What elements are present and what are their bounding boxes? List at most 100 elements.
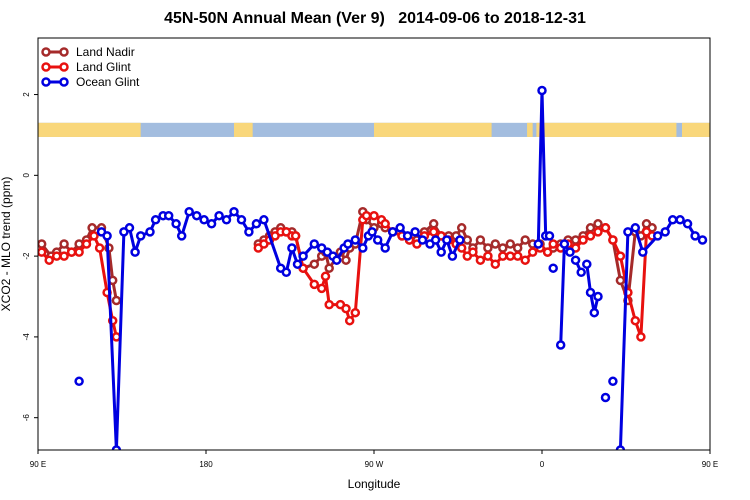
y-tick-label: 0 xyxy=(22,173,31,178)
land-glint-point xyxy=(456,243,467,253)
land-nadir-point xyxy=(428,219,439,229)
legend-label: Land Glint xyxy=(76,60,131,74)
ocean-glint-point xyxy=(544,231,555,241)
land-glint-point xyxy=(498,251,508,261)
land-nadir-point xyxy=(309,259,320,269)
y-tick-label: -2 xyxy=(22,252,31,260)
land-glint-point xyxy=(608,235,618,245)
series-ocean-glint xyxy=(74,85,708,450)
ocean-glint-point xyxy=(184,206,194,217)
land-glint-point xyxy=(344,315,355,326)
ocean-glint-point xyxy=(630,223,641,233)
legend-swatch-point xyxy=(41,77,51,87)
ocean-glint-point xyxy=(236,215,247,225)
land-glint-point xyxy=(578,235,588,245)
ocean-glint-point xyxy=(682,219,693,229)
ocean-glint-point xyxy=(623,227,633,237)
ocean-glint-point xyxy=(372,235,383,245)
ocean-glint-point xyxy=(570,255,581,265)
land-nadir-point xyxy=(74,239,84,249)
land-nadir-point xyxy=(475,235,486,245)
ocean-glint-point xyxy=(163,210,174,221)
land-glint-point xyxy=(66,247,77,257)
ocean-glint-point xyxy=(410,227,420,237)
land-glint-point xyxy=(290,231,301,241)
ocean-glint-line xyxy=(559,242,572,346)
land-band xyxy=(682,122,710,137)
land-nadir-point xyxy=(498,243,508,253)
land-glint-point xyxy=(636,332,646,342)
y-axis-title: XCO2 - MLO trend (ppm) xyxy=(0,177,13,312)
x-tick-label: 90 W xyxy=(365,460,384,469)
land-nadir-point xyxy=(87,223,97,233)
legend-swatch-point xyxy=(41,47,51,57)
legend-label: Land Nadir xyxy=(76,45,135,59)
legend-swatch-point xyxy=(41,62,51,72)
land-glint-point xyxy=(527,247,538,257)
ocean-glint-point xyxy=(309,239,320,249)
land-glint-point xyxy=(320,271,331,282)
ocean-glint-point xyxy=(221,215,232,225)
ocean-glint-point xyxy=(292,259,303,269)
ocean-glint-point xyxy=(145,227,155,237)
ocean-glint-point xyxy=(593,291,603,302)
ocean-glint-point xyxy=(206,219,217,229)
land-nadir-point xyxy=(593,219,603,229)
ocean-glint-point xyxy=(533,239,544,249)
ocean-glint-point xyxy=(251,219,262,229)
land-glint-point xyxy=(468,247,478,257)
land-nadir-point xyxy=(570,235,581,245)
land-glint-point xyxy=(94,243,105,253)
ocean-glint-point xyxy=(287,243,297,253)
ocean-glint-point xyxy=(402,231,413,241)
ocean-glint-point xyxy=(555,340,566,350)
land-nadir-point xyxy=(38,239,47,249)
ocean-glint-point xyxy=(298,251,308,261)
ocean-glint-point xyxy=(600,392,611,403)
ocean-glint-point xyxy=(697,235,708,245)
land-glint-point xyxy=(505,251,516,261)
ocean-glint-point xyxy=(229,206,239,217)
land-sea-strip xyxy=(38,122,710,137)
land-nadir-point xyxy=(324,263,334,273)
land-nadir-point xyxy=(462,235,473,245)
land-glint-point xyxy=(428,227,439,237)
land-glint-point xyxy=(361,210,372,221)
ocean-glint-line xyxy=(536,89,548,245)
ocean-glint-point xyxy=(537,85,547,96)
ocean-glint-point xyxy=(417,235,428,245)
ocean-glint-point xyxy=(191,210,202,221)
ocean-glint-point xyxy=(281,267,292,278)
x-tick-label: 0 xyxy=(540,460,545,469)
land-glint-point xyxy=(59,251,69,261)
ocean-glint-point xyxy=(585,287,596,298)
land-nadir-point xyxy=(585,223,596,233)
ocean-glint-point xyxy=(436,247,446,257)
ocean-glint-point xyxy=(667,215,678,225)
ocean-glint-point xyxy=(74,376,84,387)
land-nadir-point xyxy=(615,275,626,286)
land-nadir-point xyxy=(520,235,530,245)
ocean-glint-point xyxy=(358,243,368,253)
land-glint-point xyxy=(630,315,641,326)
ocean-glint-point xyxy=(259,215,269,225)
ocean-glint-point xyxy=(559,239,570,249)
ocean-glint-point xyxy=(199,215,209,225)
ocean-glint-point xyxy=(102,231,112,241)
ocean-glint-point xyxy=(608,376,618,387)
land-band xyxy=(374,122,492,137)
land-glint-point xyxy=(615,251,626,261)
ocean-glint-point xyxy=(675,215,685,225)
land-glint-point xyxy=(74,247,84,257)
legend-item-land-glint: Land Glint xyxy=(41,60,131,74)
land-glint-point xyxy=(81,239,92,249)
legend-label: Ocean Glint xyxy=(76,75,140,89)
chart-title: 45N-50N Annual Mean (Ver 9) 2014-09-06 t… xyxy=(164,10,586,27)
land-glint-point xyxy=(585,231,596,241)
ocean-glint-point xyxy=(124,223,135,233)
land-glint-point xyxy=(475,255,486,265)
ocean-glint-point xyxy=(589,307,600,318)
y-tick-label: -6 xyxy=(22,414,31,422)
ocean-glint-point xyxy=(214,210,224,221)
